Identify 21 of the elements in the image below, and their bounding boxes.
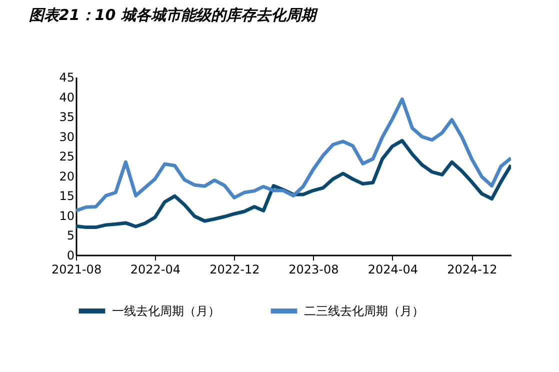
y-tick-label: 30	[59, 130, 74, 144]
x-tick-label: 2021-08	[51, 262, 102, 276]
x-tick-label: 2024-04	[368, 262, 418, 276]
x-tick-label: 2022-04	[130, 262, 181, 276]
y-tick-label: 35	[59, 110, 74, 124]
x-tick-label: 2023-08	[288, 262, 339, 276]
y-tick-label: 45	[59, 70, 74, 84]
x-tick-label: 2022-12	[210, 262, 260, 276]
x-tick-label: 2024-12	[447, 262, 498, 276]
y-tick-label: 5	[66, 228, 74, 243]
y-tick-label: 0	[66, 248, 74, 262]
chart-title: 图表21：10 城各城市能级的库存去化周期	[28, 6, 319, 24]
y-tick-label: 10	[59, 208, 74, 223]
legend-label: 二三线去化周期（月）	[304, 304, 424, 318]
y-tick-label: 20	[59, 169, 74, 184]
y-tick-label: 40	[59, 90, 74, 104]
y-tick-label: 25	[59, 150, 74, 164]
y-tick-label: 15	[59, 189, 74, 204]
line-series	[76, 97, 511, 212]
legend-label: 一线去化周期（月）	[112, 304, 220, 318]
line-series	[76, 138, 511, 230]
